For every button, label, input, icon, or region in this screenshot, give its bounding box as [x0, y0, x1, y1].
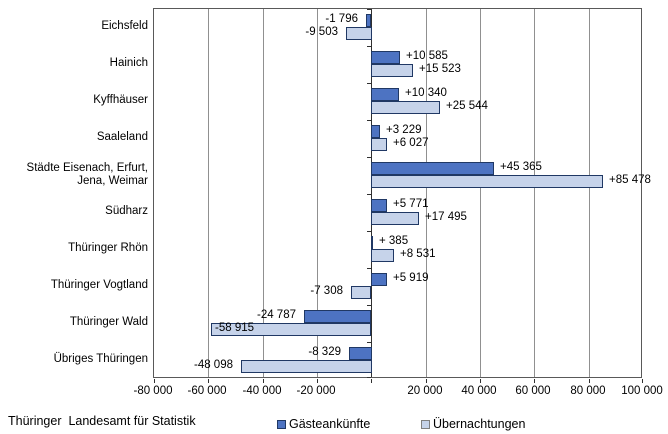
bar-übernachtungen-0 — [346, 27, 372, 40]
value-label-gästeankünfte-3: +3 229 — [386, 124, 422, 136]
x-tick-label: -20 000 — [296, 385, 336, 397]
bar-gästeankünfte-2 — [371, 88, 399, 101]
gridline — [263, 9, 264, 377]
bar-übernachtungen-5 — [371, 212, 419, 225]
plot-area — [153, 8, 643, 383]
legend-label-gaesteankuenfte: Gästeankünfte — [289, 417, 371, 431]
value-label-übernachtungen-0: -9 503 — [305, 26, 338, 38]
category-tick — [367, 342, 371, 343]
category-label-7: Thüringer Vogtland — [50, 279, 148, 291]
bar-gästeankünfte-4 — [371, 162, 494, 175]
x-axis-tick — [317, 379, 318, 383]
category-label-2: Kyffhäuser — [93, 94, 148, 106]
category-tick — [367, 46, 371, 47]
bar-übernachtungen-9 — [241, 360, 372, 373]
bar-übernachtungen-4 — [371, 175, 603, 188]
value-label-übernachtungen-7: -7 308 — [310, 285, 343, 297]
zero-axis-line — [371, 9, 372, 377]
x-tick-label: 60 000 — [515, 385, 551, 397]
gridline — [589, 9, 590, 377]
value-label-übernachtungen-8: -58 915 — [215, 322, 255, 334]
value-label-übernachtungen-4: +85 478 — [609, 174, 651, 186]
value-label-übernachtungen-1: +15 523 — [419, 63, 461, 75]
category-label-1: Hainich — [109, 57, 148, 69]
bar-übernachtungen-8 — [211, 323, 371, 336]
value-label-übernachtungen-5: +17 495 — [425, 211, 467, 223]
bar-übernachtungen-7 — [351, 286, 371, 299]
category-label-0: Eichsfeld — [101, 20, 148, 32]
category-label-8: Thüringer Wald — [69, 316, 148, 328]
bar-gästeankünfte-7 — [371, 273, 387, 286]
bar-gästeankünfte-9 — [349, 347, 372, 360]
x-axis-tick — [589, 379, 590, 383]
x-axis-tick — [371, 379, 372, 383]
category-tick — [367, 231, 371, 232]
x-tick-label: 100 000 — [621, 385, 663, 397]
category-tick — [367, 194, 371, 195]
x-axis-tick — [154, 379, 155, 383]
category-label-6: Thüringer Rhön — [68, 242, 148, 254]
x-tick-label: 20 000 — [407, 385, 443, 397]
bar-übernachtungen-6 — [371, 249, 394, 262]
x-axis-tick — [534, 379, 535, 383]
bar-gästeankünfte-3 — [371, 125, 380, 138]
value-label-übernachtungen-2: +25 544 — [446, 100, 488, 112]
value-label-gästeankünfte-5: +5 771 — [393, 198, 429, 210]
source-note: Thüringer Landesamt für Statistik — [8, 414, 196, 428]
value-label-gästeankünfte-6: + 385 — [379, 235, 409, 247]
category-tick — [367, 305, 371, 306]
x-axis-tick — [642, 379, 643, 383]
category-tick — [367, 157, 371, 158]
x-axis-tick — [263, 379, 264, 383]
x-axis-tick — [426, 379, 427, 383]
x-tick-label: -80 000 — [133, 385, 173, 397]
category-label-9: Übriges Thüringen — [53, 353, 148, 365]
value-label-gästeankünfte-0: -1 796 — [325, 13, 358, 25]
x-tick-label: -40 000 — [242, 385, 282, 397]
value-label-übernachtungen-6: +8 531 — [400, 248, 436, 260]
value-label-übernachtungen-9: -48 098 — [193, 359, 233, 371]
category-tick — [367, 268, 371, 269]
legend-swatch-gaesteankuenfte-icon — [277, 419, 286, 429]
category-tick — [367, 120, 371, 121]
category-tick — [367, 9, 371, 10]
category-tick — [367, 377, 371, 378]
category-label-3: Saaleland — [96, 131, 148, 143]
value-label-gästeankünfte-4: +45 365 — [500, 161, 542, 173]
category-tick — [367, 83, 371, 84]
value-label-gästeankünfte-9: -8 329 — [308, 346, 341, 358]
legend-label-uebernachtungen: Übernachtungen — [433, 417, 526, 431]
gridline — [208, 9, 209, 377]
legend-swatch-uebernachtungen-icon — [421, 419, 430, 429]
bar-gästeankünfte-6 — [371, 236, 373, 249]
value-label-gästeankünfte-8: -24 787 — [256, 309, 296, 321]
x-axis-tick — [480, 379, 481, 383]
gridline — [480, 9, 481, 377]
legend-item-uebernachtungen: Übernachtungen — [421, 416, 525, 432]
bar-gästeankünfte-1 — [371, 51, 400, 64]
x-tick-label: 40 000 — [461, 385, 497, 397]
gridline — [426, 9, 427, 377]
category-label-4: Städte Eisenach, Erfurt, Jena, Weimar — [26, 161, 148, 187]
value-label-gästeankünfte-7: +5 919 — [393, 272, 429, 284]
bar-gästeankünfte-5 — [371, 199, 387, 212]
gridline — [317, 9, 318, 377]
category-label-5: Südharz — [105, 205, 148, 217]
value-label-gästeankünfte-2: +10 340 — [405, 87, 447, 99]
bar-übernachtungen-3 — [371, 138, 387, 151]
x-tick-label: 80 000 — [570, 385, 606, 397]
bar-gästeankünfte-8 — [304, 310, 371, 323]
bar-übernachtungen-2 — [371, 101, 440, 114]
value-label-gästeankünfte-1: +10 585 — [406, 50, 448, 62]
value-label-übernachtungen-3: +6 027 — [393, 137, 429, 149]
x-tick-label: -60 000 — [187, 385, 227, 397]
bar-übernachtungen-1 — [371, 64, 413, 77]
bar-gästeankünfte-0 — [366, 14, 371, 27]
legend-item-gaesteankuenfte: Gästeankünfte — [277, 416, 370, 432]
x-axis-tick — [208, 379, 209, 383]
gridline — [534, 9, 535, 377]
